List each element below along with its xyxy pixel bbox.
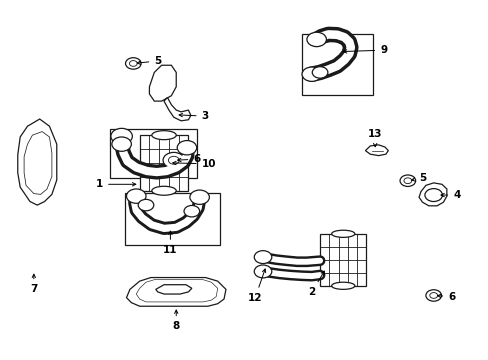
Text: 12: 12: [247, 269, 265, 303]
Text: 5: 5: [411, 173, 426, 183]
Circle shape: [306, 32, 326, 46]
Circle shape: [403, 178, 411, 184]
Circle shape: [254, 251, 271, 264]
Circle shape: [429, 293, 437, 298]
Circle shape: [112, 137, 131, 151]
Bar: [140, 135, 188, 191]
Circle shape: [177, 140, 196, 155]
Text: 13: 13: [367, 129, 382, 147]
Bar: [302, 35, 372, 95]
Polygon shape: [365, 145, 387, 156]
Text: 6: 6: [437, 292, 455, 302]
Circle shape: [183, 206, 199, 217]
Ellipse shape: [331, 230, 354, 237]
Circle shape: [399, 175, 415, 186]
Polygon shape: [156, 285, 191, 294]
Circle shape: [302, 67, 321, 81]
Circle shape: [312, 67, 327, 78]
Circle shape: [129, 60, 137, 66]
Polygon shape: [24, 132, 52, 194]
Text: 7: 7: [30, 274, 38, 294]
Circle shape: [125, 58, 141, 69]
Bar: [110, 129, 197, 178]
Polygon shape: [18, 119, 57, 205]
Polygon shape: [163, 98, 190, 121]
Text: 9: 9: [343, 45, 386, 55]
Circle shape: [168, 156, 179, 164]
Text: 1: 1: [96, 179, 136, 189]
Circle shape: [111, 129, 132, 144]
Circle shape: [424, 189, 442, 202]
Ellipse shape: [331, 282, 354, 289]
Polygon shape: [126, 278, 225, 306]
Text: 3: 3: [179, 111, 208, 121]
Circle shape: [425, 290, 441, 301]
Circle shape: [189, 190, 209, 204]
Circle shape: [254, 265, 271, 278]
Text: 10: 10: [172, 159, 216, 169]
Polygon shape: [149, 65, 176, 101]
Text: 2: 2: [307, 271, 324, 297]
Polygon shape: [136, 280, 217, 302]
Polygon shape: [418, 183, 446, 206]
Ellipse shape: [152, 186, 176, 195]
Text: 8: 8: [172, 310, 180, 331]
Circle shape: [138, 199, 154, 211]
Ellipse shape: [152, 131, 176, 140]
Text: 6: 6: [177, 154, 200, 164]
Bar: [320, 234, 366, 286]
Text: 4: 4: [440, 190, 460, 200]
Bar: [125, 193, 220, 244]
Text: 11: 11: [163, 231, 177, 255]
Text: 5: 5: [137, 56, 161, 66]
Circle shape: [163, 152, 184, 168]
Circle shape: [126, 189, 146, 203]
